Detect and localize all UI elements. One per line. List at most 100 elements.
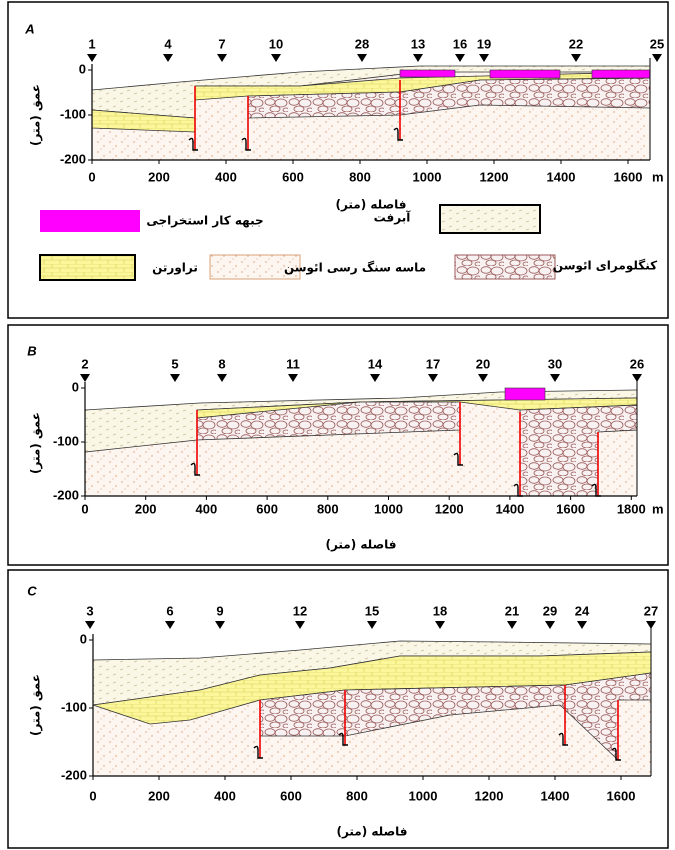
- legend-swatch: [40, 210, 140, 232]
- y-axis-title: عمق (متر): [29, 674, 43, 736]
- x-tick-label: 800: [349, 169, 371, 184]
- borehole-label: 22: [569, 36, 583, 51]
- x-tick-label: 1600: [614, 169, 643, 184]
- borehole-marker: [217, 374, 227, 382]
- legend-swatch: [40, 255, 135, 280]
- x-tick-label: 600: [256, 501, 278, 516]
- borehole-label: 12: [293, 603, 307, 618]
- x-tick-label: 0: [89, 788, 96, 803]
- borehole-label: 2: [81, 356, 88, 371]
- x-tick-label: 1000: [409, 788, 438, 803]
- legend-label: آبرفت: [374, 210, 412, 225]
- legend-label: تراورتن: [152, 261, 198, 276]
- figure: جبهه کار استخراجی آبرفت تراورتن ماسه سنگ…: [0, 0, 675, 850]
- borehole-label: 20: [476, 356, 490, 371]
- borehole-label: 14: [368, 356, 383, 371]
- borehole-label: 9: [216, 603, 223, 618]
- borehole-marker: [165, 621, 175, 629]
- borehole-label: 11: [286, 356, 300, 371]
- borehole-marker: [571, 54, 581, 62]
- borehole-marker: [455, 54, 465, 62]
- borehole-marker: [87, 54, 97, 62]
- borehole-marker: [646, 621, 656, 629]
- x-tick-label: 1000: [374, 501, 403, 516]
- mining-face: [592, 70, 650, 78]
- borehole-label: 26: [630, 356, 644, 371]
- y-axis-title: عمق (متر): [29, 412, 43, 474]
- borehole-label: 4: [164, 36, 172, 51]
- borehole-label: 19: [477, 36, 491, 51]
- x-tick-label: 0: [88, 169, 95, 184]
- x-tick-label: 400: [214, 788, 236, 803]
- x-tick-label: 1000: [413, 169, 442, 184]
- x-tick-label: 400: [196, 501, 218, 516]
- borehole-label: 18: [433, 603, 447, 618]
- x-tick-label: 1400: [547, 169, 576, 184]
- borehole-label: 30: [548, 356, 562, 371]
- borehole-marker: [428, 374, 438, 382]
- y-tick-label: 0: [79, 61, 86, 76]
- x-tick-label: 1200: [480, 169, 509, 184]
- x-tick-label: 1400: [495, 501, 524, 516]
- borehole-marker: [217, 54, 227, 62]
- x-tick-label: 1200: [435, 501, 464, 516]
- x-axis-title: فاصله (متر): [335, 198, 406, 212]
- borehole-marker: [632, 374, 642, 382]
- borehole-marker: [288, 374, 298, 382]
- borehole-marker: [215, 621, 225, 629]
- panel-label: A: [24, 21, 34, 36]
- mining-face: [490, 70, 560, 78]
- borehole-marker: [80, 374, 90, 382]
- borehole-marker: [367, 621, 377, 629]
- y-tick-label: -100: [61, 699, 87, 714]
- x-tick-label: 1400: [541, 788, 570, 803]
- borehole-label: 17: [426, 356, 440, 371]
- y-tick-label: -200: [53, 487, 79, 502]
- borehole-label: 25: [650, 36, 664, 51]
- borehole-marker: [478, 374, 488, 382]
- legend-label: کنگلومرای ائوسن: [553, 259, 657, 274]
- y-tick-label: 0: [72, 379, 79, 394]
- borehole-label: 3: [86, 603, 93, 618]
- legend-swatch: [440, 205, 540, 233]
- y-axis-title: عمق (متر): [29, 84, 43, 146]
- x-tick-label: 1200: [475, 788, 504, 803]
- mining-face: [505, 388, 545, 400]
- y-tick-label: -200: [60, 151, 86, 166]
- borehole-label: 13: [411, 36, 425, 51]
- x-tick-label: 800: [317, 501, 339, 516]
- panel-label: B: [27, 343, 36, 358]
- x-tick-label: 0: [81, 501, 88, 516]
- borehole-marker: [85, 621, 95, 629]
- legend-swatch: [455, 255, 555, 279]
- borehole-marker: [507, 621, 517, 629]
- x-tick-label: 1600: [556, 501, 585, 516]
- borehole-label: 8: [218, 356, 225, 371]
- borehole-marker: [413, 54, 423, 62]
- y-tick-label: -100: [60, 106, 86, 121]
- borehole-marker: [577, 621, 587, 629]
- borehole-label: 29: [543, 603, 557, 618]
- y-tick-label: -100: [53, 433, 79, 448]
- borehole-label: 24: [575, 603, 590, 618]
- borehole-marker: [550, 374, 560, 382]
- borehole-marker: [435, 621, 445, 629]
- borehole-label: 5: [171, 356, 178, 371]
- x-tick-label: 1800: [617, 501, 646, 516]
- borehole-marker: [479, 54, 489, 62]
- x-tick-label: 200: [148, 169, 170, 184]
- x-unit: m: [652, 169, 664, 184]
- borehole-marker: [652, 54, 662, 62]
- borehole-label: 7: [218, 36, 225, 51]
- mining-face: [400, 70, 455, 77]
- x-axis-title: فاصله (متر): [325, 538, 396, 552]
- x-tick-label: 600: [280, 788, 302, 803]
- panel-label: C: [27, 583, 37, 598]
- borehole-label: 6: [166, 603, 173, 618]
- x-tick-label: 400: [215, 169, 237, 184]
- y-tick-label: -200: [61, 767, 87, 782]
- borehole-label: 1: [88, 36, 95, 51]
- x-tick-label: 1600: [607, 788, 636, 803]
- borehole-marker: [271, 54, 281, 62]
- borehole-label: 21: [505, 603, 519, 618]
